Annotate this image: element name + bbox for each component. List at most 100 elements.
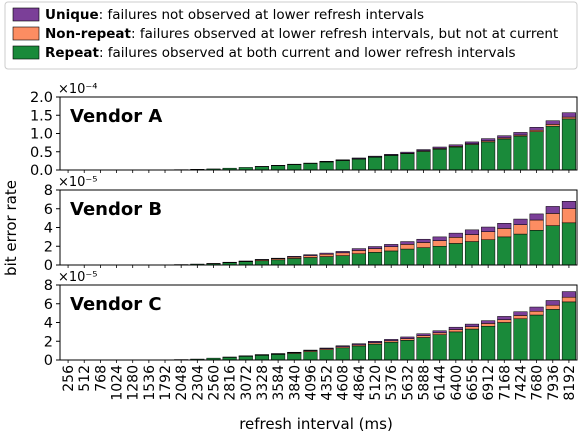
x-tick-label: 4864 bbox=[352, 365, 368, 401]
bar-segment-unique bbox=[351, 157, 366, 159]
bar-segment-repeat bbox=[384, 155, 399, 171]
x-tick-label: 3840 bbox=[287, 365, 303, 401]
bar-segment-unique bbox=[561, 291, 576, 298]
x-tick-label: 6912 bbox=[481, 365, 497, 401]
bar-segment-repeat bbox=[271, 354, 286, 361]
bar-segment-repeat bbox=[368, 252, 383, 266]
legend-label-desc: : failures not observed at lower refresh… bbox=[99, 7, 424, 23]
bar-segment-unique bbox=[351, 248, 366, 251]
bar-segment-nonrepeat bbox=[481, 231, 496, 240]
bar-segment-unique bbox=[513, 311, 528, 316]
bar-segment-unique bbox=[529, 127, 544, 131]
bar-segment-repeat bbox=[432, 334, 447, 361]
y-tick-label: 0 bbox=[44, 353, 53, 369]
y-tick-label: 8 bbox=[44, 278, 53, 294]
bar-segment-unique bbox=[545, 206, 560, 214]
bar-segment-repeat bbox=[497, 138, 512, 171]
bar-segment-repeat bbox=[432, 246, 447, 266]
bar-segment-repeat bbox=[448, 331, 463, 361]
bar-segment-repeat bbox=[351, 158, 366, 171]
y-tick-label: 6 bbox=[44, 297, 53, 313]
bar-segment-nonrepeat bbox=[432, 332, 447, 335]
y-tick-label: 0.5 bbox=[30, 145, 53, 161]
bar-segment-repeat bbox=[335, 347, 350, 361]
legend-label-desc: : failures observed at both current and … bbox=[99, 45, 516, 61]
legend-label-desc: : failures observed at lower refresh int… bbox=[131, 26, 558, 42]
bar-segment-repeat bbox=[254, 355, 269, 361]
bar-segment-repeat bbox=[432, 148, 447, 171]
x-tick-label: 6656 bbox=[465, 365, 481, 401]
bar-segment-repeat bbox=[481, 141, 496, 171]
y-tick-label: 0 bbox=[44, 258, 53, 274]
bar-segment-repeat bbox=[319, 256, 334, 266]
y-tick-label: 1.0 bbox=[30, 127, 53, 143]
bar-segment-nonrepeat bbox=[464, 326, 480, 330]
bar-segment-repeat bbox=[513, 233, 528, 266]
y-axis-label: bit error rate bbox=[2, 180, 20, 276]
bar-segment-unique bbox=[384, 244, 399, 247]
bar-segment-nonrepeat bbox=[432, 240, 447, 247]
bar-segment-repeat bbox=[497, 236, 512, 266]
bar-segment-repeat bbox=[254, 260, 269, 266]
bar-segment-nonrepeat bbox=[368, 248, 383, 253]
bar-segment-repeat bbox=[287, 353, 302, 361]
x-tick-label: 1024 bbox=[110, 365, 126, 401]
bar-segment-nonrepeat bbox=[545, 213, 560, 226]
y-tick-label: 4 bbox=[44, 221, 53, 237]
x-tick-label: 2816 bbox=[223, 365, 239, 401]
bar-segment-nonrepeat bbox=[529, 219, 544, 231]
bar-segment-repeat bbox=[513, 318, 528, 361]
x-tick-label: 7680 bbox=[530, 365, 546, 401]
x-tick-label: 4096 bbox=[303, 365, 319, 401]
bar-segment-repeat bbox=[497, 322, 512, 361]
bar-segment-repeat bbox=[545, 125, 560, 171]
bar-segment-unique bbox=[351, 343, 366, 346]
bar-segment-nonrepeat bbox=[497, 319, 512, 323]
bar-segment-unique bbox=[529, 213, 544, 221]
bar-segment-unique bbox=[529, 306, 544, 312]
legend-swatch-repeat bbox=[12, 45, 40, 60]
legend-entry-unique: Unique: failures not observed at lower r… bbox=[45, 7, 424, 23]
bar-segment-repeat bbox=[303, 257, 318, 266]
bar-segment-unique bbox=[464, 141, 480, 144]
bar-segment-nonrepeat bbox=[335, 252, 350, 256]
bar-segment-nonrepeat bbox=[448, 329, 463, 333]
bar-segment-repeat bbox=[287, 258, 302, 266]
bars bbox=[174, 112, 576, 171]
legend-swatch-nonrepeat bbox=[12, 26, 40, 41]
bar-segment-repeat bbox=[400, 248, 415, 266]
x-tick-label: 7936 bbox=[546, 365, 562, 401]
bar-segment-unique bbox=[368, 155, 383, 158]
bar-segment-unique bbox=[481, 226, 496, 232]
bar-segment-repeat bbox=[287, 164, 302, 171]
bar-segment-repeat bbox=[368, 156, 383, 171]
panel-vendor-a: 0.0 0.5 1.0 1.5 2.0 ×10⁻⁴ Vendor A bbox=[30, 82, 578, 179]
bar-segment-repeat bbox=[545, 309, 560, 361]
bar-segment-nonrepeat bbox=[561, 296, 576, 303]
x-tick-label: 8192 bbox=[562, 365, 578, 401]
bar-segment-unique bbox=[400, 241, 415, 245]
bar-segment-repeat bbox=[303, 163, 318, 171]
bar-segment-repeat bbox=[271, 259, 286, 266]
bar-segment-nonrepeat bbox=[561, 208, 576, 224]
bar-segment-repeat bbox=[351, 253, 366, 266]
y-tick-label: 1.5 bbox=[30, 108, 53, 124]
bar-segment-unique bbox=[545, 120, 560, 125]
x-tick-label: 1280 bbox=[126, 365, 142, 401]
x-tick-label: 3584 bbox=[271, 365, 287, 401]
bar-segment-unique bbox=[497, 135, 512, 139]
bar-segment-repeat bbox=[319, 349, 334, 361]
y-tick-label: 8 bbox=[44, 183, 53, 199]
bar-segment-nonrepeat bbox=[561, 116, 576, 120]
x-tick-label: 7168 bbox=[497, 365, 513, 401]
bar-segment-repeat bbox=[561, 222, 576, 266]
legend: Unique: failures not observed at lower r… bbox=[4, 1, 578, 70]
bar-segment-nonrepeat bbox=[545, 304, 560, 310]
bar-segment-nonrepeat bbox=[319, 253, 334, 257]
legend-label-bold: Unique bbox=[45, 7, 99, 23]
panels: 0.0 0.5 1.0 1.5 2.0 ×10⁻⁴ Vendor A 0 2 4 6 8 ×10⁻⁵ Ve… bbox=[30, 82, 578, 369]
bar-segment-repeat bbox=[303, 351, 318, 361]
bar-segment-unique bbox=[561, 201, 576, 209]
bar-segment-unique bbox=[287, 256, 302, 258]
